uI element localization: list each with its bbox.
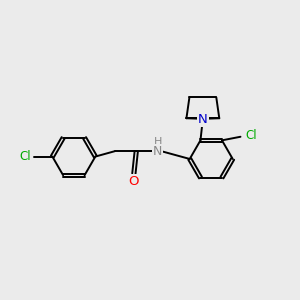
Text: O: O	[129, 176, 139, 188]
Text: N: N	[153, 145, 163, 158]
Text: Cl: Cl	[19, 150, 31, 163]
Text: Cl: Cl	[245, 129, 257, 142]
Text: N: N	[198, 113, 208, 126]
Text: H: H	[154, 136, 162, 147]
